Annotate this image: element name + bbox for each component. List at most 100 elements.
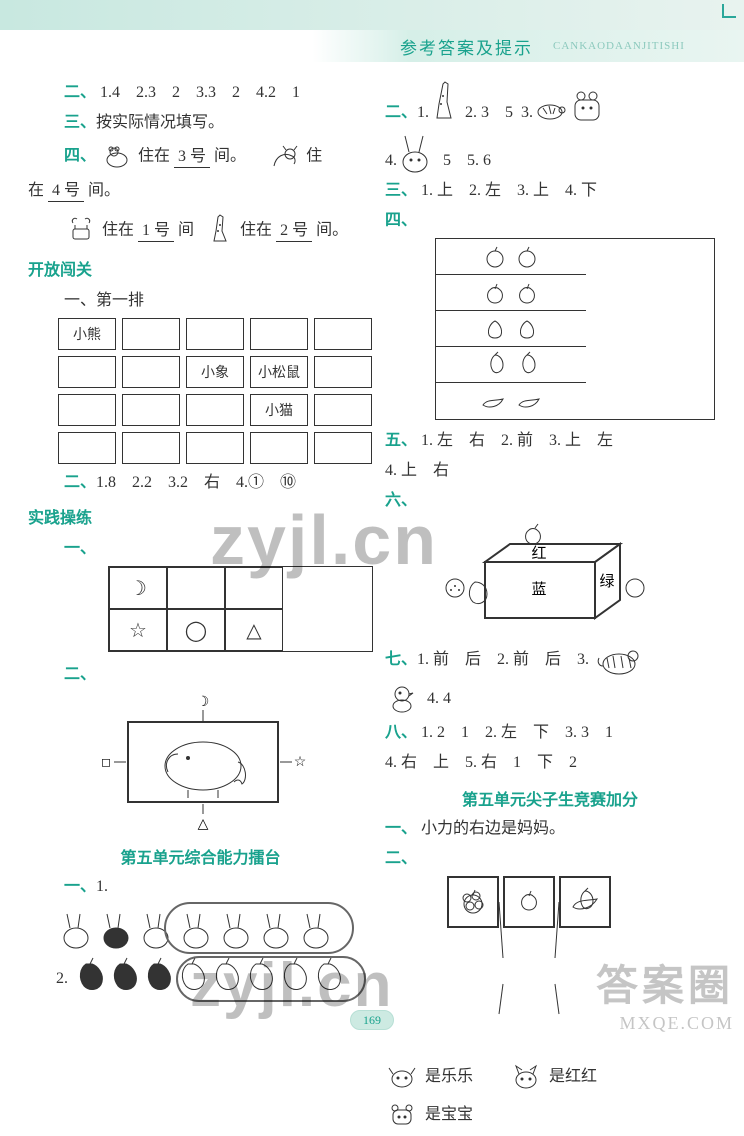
table-cell [122,394,180,426]
text-livein-c: 住在 [102,222,134,239]
table-cell: 小象 [186,356,244,388]
cross-lines-icon [435,876,615,1056]
bonus-one-text: 小力的右边是妈妈。 [421,820,565,837]
giraffe-icon [202,214,236,248]
page-root: 参考答案及提示 CANKAODAANJITISHI 二、 1.4 2.3 2 3… [0,0,744,1044]
tiger-icon [595,642,641,678]
animal-grid: 小熊 小象 小松鼠 小猫 [58,318,373,464]
table-row [436,239,586,275]
shape-cell: ☆ [109,609,167,651]
table-cell [122,432,180,464]
text-at: 在 [28,182,44,199]
r-bonus-one: 一、 小力的右边是妈妈。 [385,816,715,842]
svg-text:△: △ [198,817,209,832]
text-room-d: 间。 [316,222,348,239]
r-five-items: 1. 左 右 2. 前 3. 上 左 [421,432,613,449]
honghong-text: 是红红 [549,1064,597,1090]
line-four-a: 四、 住在 3 号 间。 住 [28,140,373,174]
fruit-table [435,238,715,420]
svg-text:绿: 绿 [599,573,614,590]
r-two-p1: 1. [417,100,429,126]
left-column: 二、 1.4 2.3 2 3.3 2 4.2 1 三、按实际情况填写。 四、 住… [28,76,373,1136]
bonus-names-b: 是宝宝 [385,1098,715,1132]
text-room-a: 间。 [214,148,246,165]
num-one-bonus: 一、 [385,820,417,837]
num-seven-r: 七、 [385,647,417,673]
r-two-p3: 3. [521,100,533,126]
section-shijian-head: 实践操练 [28,504,373,528]
num-two-kf: 二、 [64,474,96,491]
dog-face-icon [385,1060,419,1094]
cow-icon [64,214,98,248]
num-four-r: 四、 [385,212,417,229]
text-room-b: 间。 [88,182,120,199]
r-line-four-label: 四、 [385,208,715,234]
shape-cell [225,567,283,609]
table-cell [58,356,116,388]
shijian-two: 二、 [28,662,373,688]
text-livein-a: 住在 [138,148,170,165]
turtle-icon [533,92,567,126]
table-cell [186,318,244,350]
circle-enclose-icon [164,902,354,954]
circle-enclose-icon [176,956,366,1002]
r-bonus-two-label: 二、 [385,846,715,872]
content-columns: 二、 1.4 2.3 2 3.3 2 4.2 1 三、按实际情况填写。 四、 住… [0,62,744,1136]
table-cell [314,394,372,426]
r-line-seven-b: 4. 4 [385,682,715,716]
right-column: 二、 1. 2. 3 5 3. 4. 5 5. 6 [385,76,715,1136]
header-title: 参考答案及提示 [400,34,533,59]
num-one-sj: 一、 [64,540,96,557]
num-three: 三、 [64,114,96,131]
table-cell [122,318,180,350]
r-two-p2: 2. 3 5 [465,100,513,126]
blank-4: 4 号 [48,181,84,202]
svg-text:◻: ◻ [101,755,111,769]
unit5-one-num: 1. [96,878,108,895]
blank-1: 1 号 [138,221,174,242]
r-line-eight: 八、 1. 2 1 2. 左 下 3. 3 1 [385,720,715,746]
svg-text:☆: ☆ [294,755,307,770]
table-cell [58,394,116,426]
blank-3: 3 号 [174,147,210,168]
cross-grid [435,876,615,1056]
svg-text:蓝: 蓝 [531,581,546,598]
table-cell: 小熊 [58,318,116,350]
cube-figure: 红 蓝 绿 [435,518,645,638]
table-row [436,347,586,383]
r-line-three: 三、 1. 上 2. 左 3. 上 4. 下 [385,178,715,204]
unit5-head: 第五单元综合能力擂台 [28,844,373,868]
r-line-five-b: 4. 上 右 [385,458,715,484]
lele-text: 是乐乐 [425,1064,473,1090]
rabbits-row [56,904,373,952]
r-line-two-b: 4. 5 5. 6 [385,132,715,174]
num-four: 四、 [64,148,96,165]
shijian-one: 一、 [28,536,373,562]
num-five-r: 五、 [385,432,417,449]
line-three: 三、按实际情况填写。 [28,110,373,136]
r-line-two: 二、 1. 2. 3 5 3. [385,80,715,126]
r-line-seven: 七、 1. 前 后 2. 前 后 3. [385,642,715,678]
rabbit-icon [397,132,433,174]
r-two-p4: 4. [385,148,397,174]
num-two-sj: 二、 [64,666,96,683]
num-two-bonus: 二、 [385,850,417,867]
r-three-items: 1. 上 2. 左 3. 上 4. 下 [421,182,597,199]
r-line-five: 五、 1. 左 右 2. 前 3. 上 左 [385,428,715,454]
bear-face-icon [385,1098,419,1132]
animal-icon [100,140,134,174]
table-cell [250,432,308,464]
text-house: 住 [306,148,322,165]
r-line-six-label: 六、 [385,488,715,514]
table-cell [122,356,180,388]
table-cell: 小松鼠 [250,356,308,388]
line-two-items: 1.4 2.3 2 3.3 2 4.2 1 [100,84,300,101]
kaifang-two: 二、1.8 2.2 3.2 右 4.① ⑩ [28,470,373,496]
num-eight-r: 八、 [385,724,417,741]
cat-face-icon [509,1060,543,1094]
line-four-b: 在 4 号 间。 [28,178,373,204]
page-number: 169 [350,1010,394,1030]
table-row [436,275,586,311]
num-three-r: 三、 [385,182,417,199]
bonus-head: 第五单元尖子生竞赛加分 [385,786,715,810]
